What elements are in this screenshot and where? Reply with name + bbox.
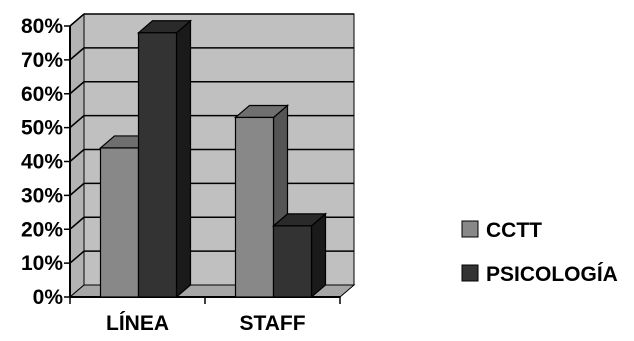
legend-label: PSICOLOGÍA	[486, 263, 618, 286]
y-tick-label: 0%	[33, 286, 64, 309]
gridline-side	[69, 182, 85, 196]
bar-psicología-staff	[271, 212, 328, 299]
gridline-side	[69, 216, 85, 230]
gridline-side	[69, 115, 85, 129]
bar-cctt-staff	[233, 104, 290, 299]
y-tick-label: 40%	[21, 151, 63, 174]
y-tick-label: 50%	[21, 117, 63, 140]
gridline-side	[69, 250, 85, 264]
x-category-label: LÍNEA	[106, 312, 169, 335]
bar-front-face	[99, 147, 140, 298]
bar-front-face	[234, 116, 275, 298]
x-category-label: STAFF	[239, 312, 305, 335]
bar-side-face	[310, 212, 327, 299]
chart-bars	[98, 19, 328, 299]
y-tick-label: 30%	[21, 184, 63, 207]
bar-front-face	[137, 32, 178, 298]
bar-front-face	[272, 225, 313, 298]
y-tick-label: 20%	[21, 218, 63, 241]
gridline-side	[69, 47, 85, 61]
legend-item-psicología: PSICOLOGÍA	[461, 263, 618, 286]
chart-legend: CCTT PSICOLOGÍA	[461, 219, 618, 286]
y-tick-label: 70%	[21, 49, 63, 72]
legend-label: CCTT	[486, 219, 542, 242]
legend-swatch	[461, 220, 479, 238]
x-axis-category-labels: LÍNEA STAFF	[106, 312, 306, 335]
y-tick-label: 60%	[21, 83, 63, 106]
y-tick-label: 10%	[21, 252, 63, 275]
gridline-side	[69, 148, 85, 163]
y-tick-label: 80%	[21, 15, 63, 38]
legend-swatch	[461, 264, 479, 282]
gridline-side	[69, 81, 85, 95]
bar-side-face	[175, 19, 192, 299]
y-axis-tick-labels: 0% 10% 20% 30% 40% 50% 60% 70% 80%	[21, 15, 63, 309]
legend-item-cctt: CCTT	[461, 219, 542, 242]
gridline-side	[69, 13, 85, 27]
bar-psicología-línea	[136, 19, 193, 299]
